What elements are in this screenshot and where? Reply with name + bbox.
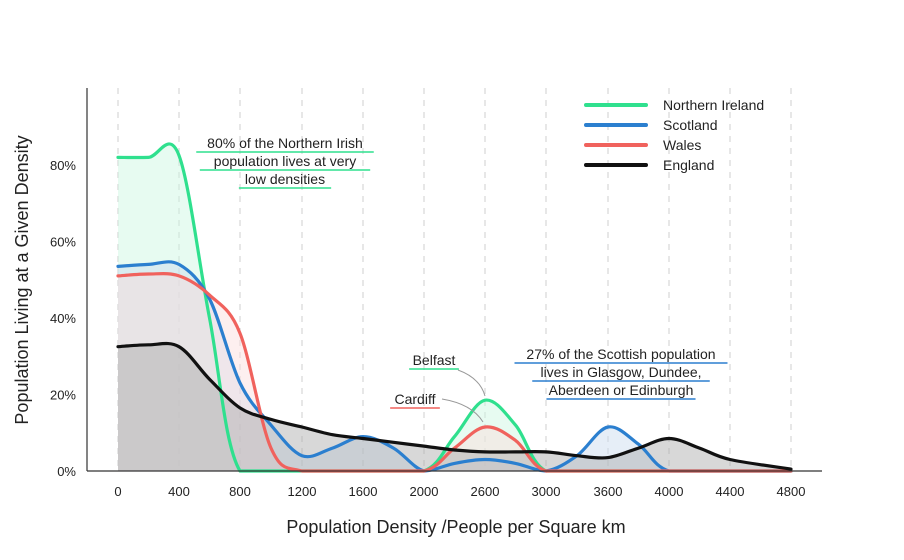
legend-label: Scotland	[663, 117, 717, 133]
y-tick-label: 60%	[50, 235, 76, 250]
series-areas	[118, 143, 791, 472]
annotation-scotland-line: lives in Glasgow, Dundee,	[540, 364, 701, 380]
series-area-northern-ireland	[118, 143, 791, 472]
x-tick-label: 4000	[655, 484, 684, 499]
x-axis-title: Population Density /People per Square km	[286, 517, 625, 537]
x-tick-label: 1600	[349, 484, 378, 499]
legend-label: Wales	[663, 137, 701, 153]
y-tick-label: 40%	[50, 311, 76, 326]
annotation-ni-line: population lives at very	[214, 153, 356, 169]
axes	[86, 88, 822, 472]
x-tick-label: 800	[229, 484, 251, 499]
x-tick-label: 4800	[777, 484, 806, 499]
series-line-england	[116, 341, 793, 471]
annotation-belfast-line: Belfast	[413, 352, 456, 368]
cardiff-connector	[441, 398, 484, 423]
annotations: 80% of the Northern Irish population live…	[196, 135, 728, 423]
belfast-connector	[457, 369, 486, 397]
annotation-cardiff-line: Cardiff	[395, 391, 436, 407]
legend-label: England	[663, 157, 714, 173]
x-tick-label: 1200	[288, 484, 317, 499]
annotation-ni-line: 80% of the Northern Irish	[207, 135, 363, 151]
series-area-scotland	[118, 261, 791, 471]
legend-label: Northern Ireland	[663, 97, 764, 113]
annotation-scotland-line: 27% of the Scottish population	[526, 346, 715, 362]
y-axis-title: Population Living at a Given Density	[12, 135, 32, 424]
x-tick-label: 3600	[594, 484, 623, 499]
series-area-wales	[118, 273, 791, 471]
x-tick-label: 3000	[532, 484, 561, 499]
x-tick-labels: 0 400 800 1200 1600 2000 2600 3000 3600 4000 4400 4…	[114, 484, 805, 499]
x-tick-label: 2000	[410, 484, 439, 499]
series-area-england	[118, 343, 791, 471]
annotation-scotland-line: Aberdeen or Edinburgh	[549, 382, 694, 398]
x-tick-label: 400	[168, 484, 190, 499]
annotation-ni-line: low densities	[245, 171, 325, 187]
x-tick-label: 0	[114, 484, 121, 499]
x-tick-label: 4400	[716, 484, 745, 499]
y-tick-label: 80%	[50, 158, 76, 173]
legend: Northern Ireland Scotland Wales England	[584, 97, 764, 173]
y-tick-label: 0%	[57, 464, 76, 479]
y-tick-labels: 0% 20% 40% 60% 80%	[50, 158, 76, 479]
x-tick-label: 2600	[471, 484, 500, 499]
y-tick-label: 20%	[50, 388, 76, 403]
